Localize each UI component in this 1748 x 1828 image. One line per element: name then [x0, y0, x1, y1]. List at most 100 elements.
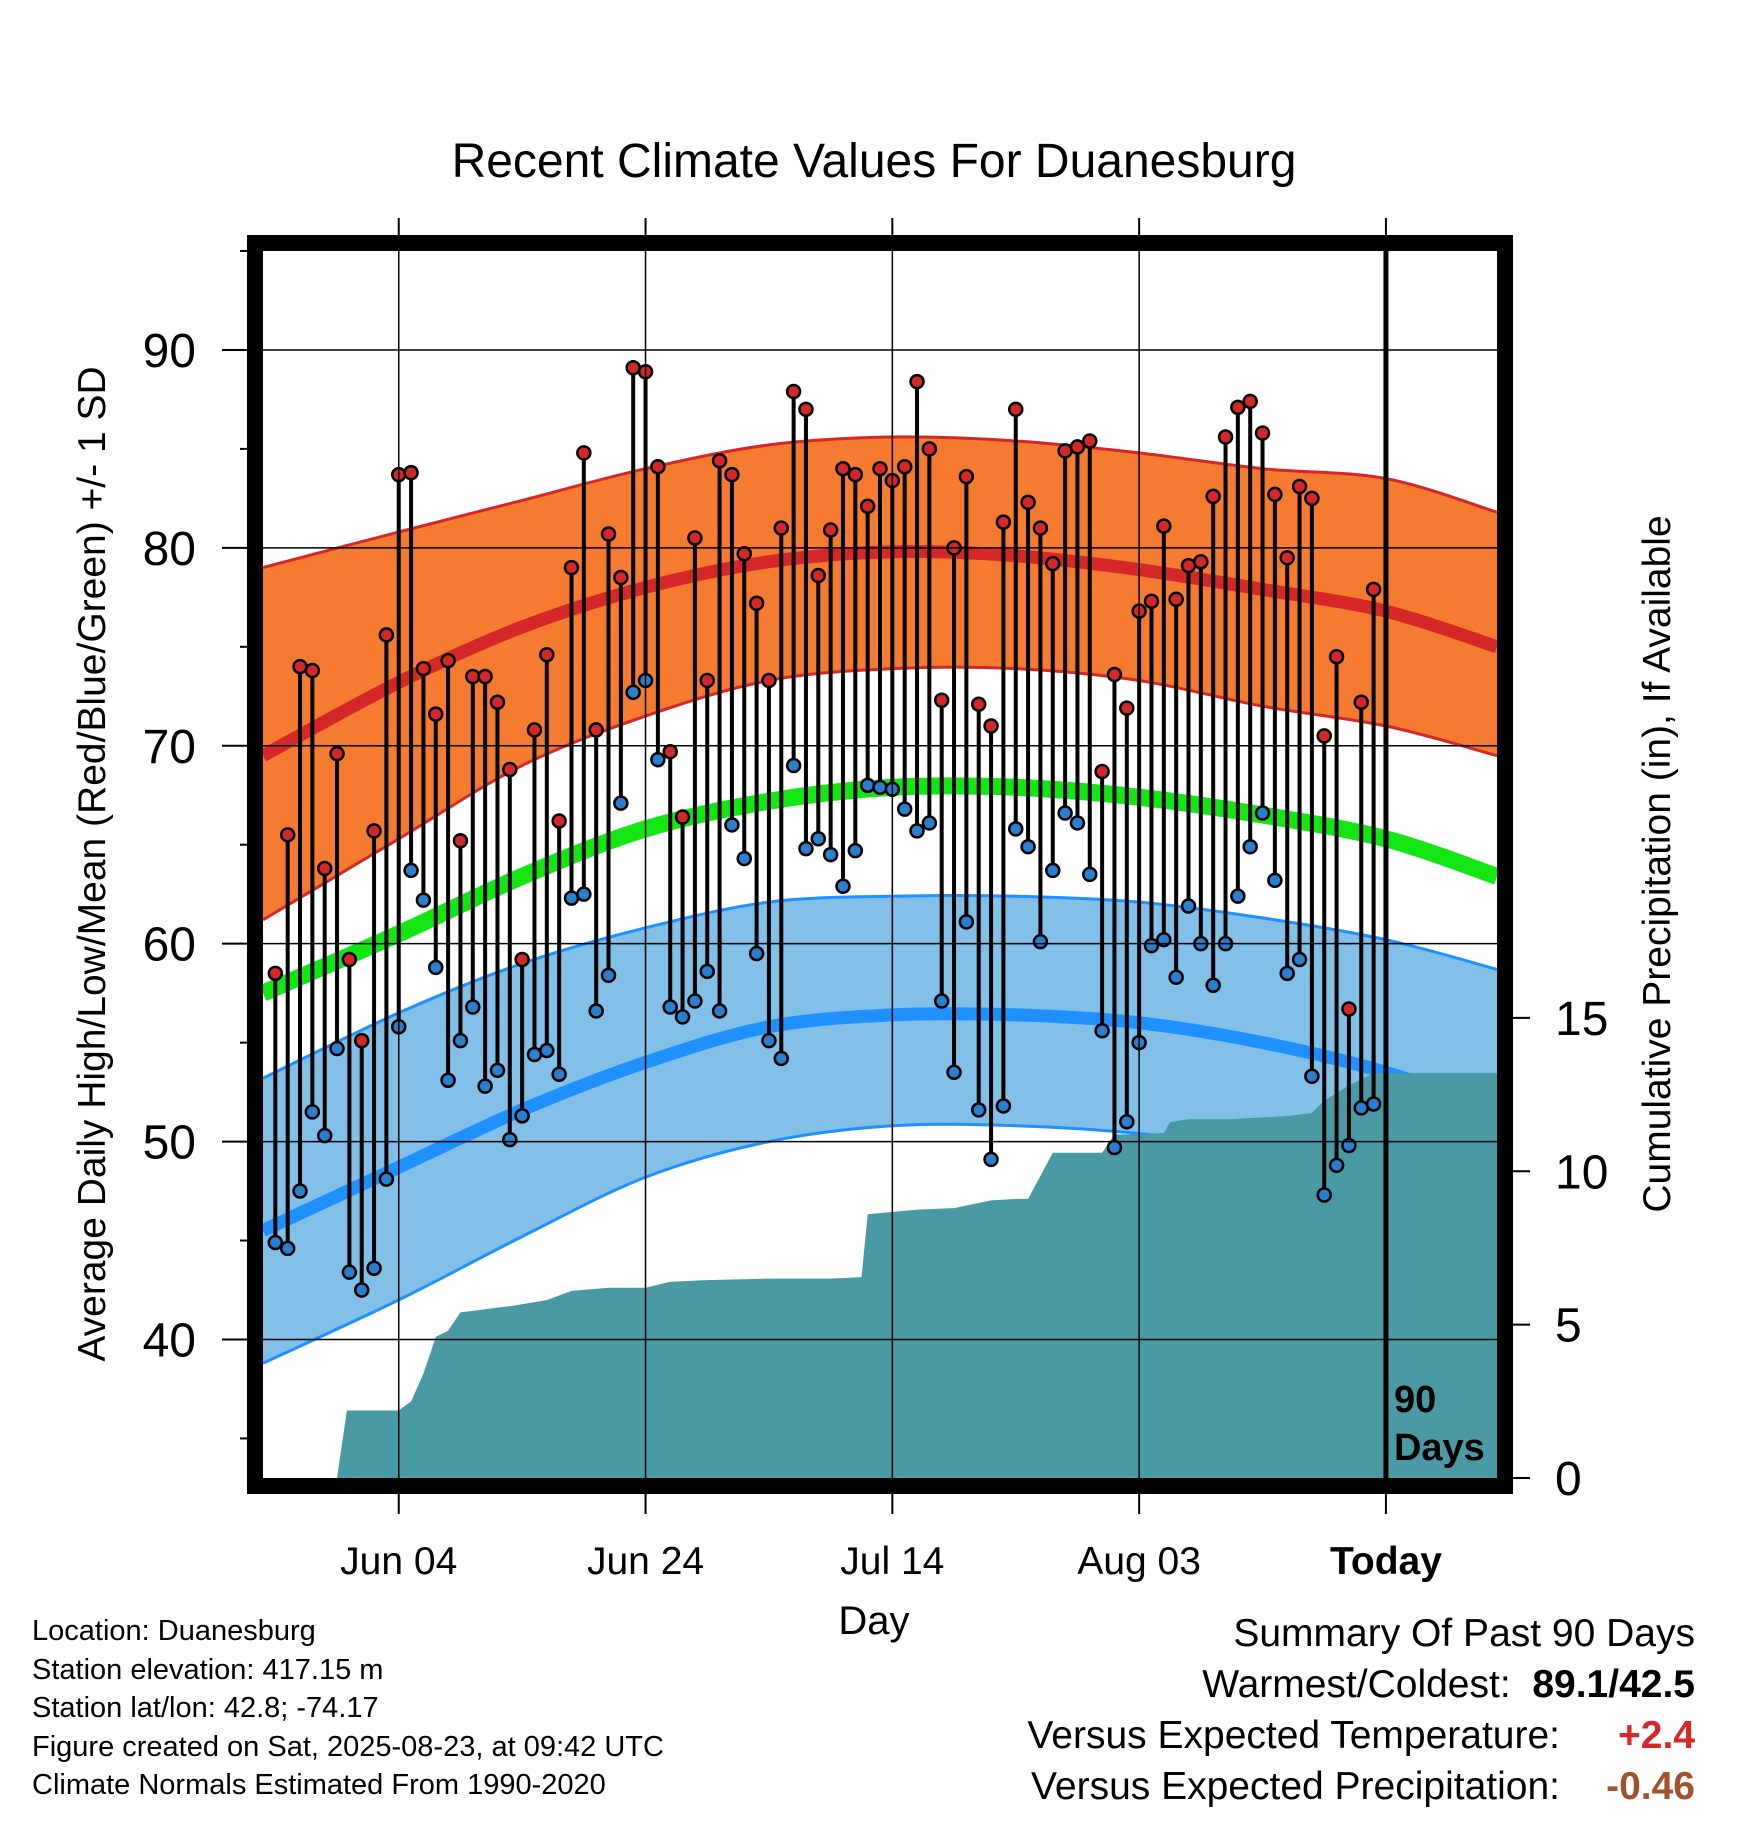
daily-high-point: [415, 660, 432, 677]
daily-high-point: [810, 567, 827, 584]
daily-high-point: [428, 706, 444, 722]
summary-panel: Summary Of Past 90 Days Warmest/Coldest:…: [1027, 1608, 1695, 1812]
location-text: Location: Duanesburg: [32, 1615, 316, 1647]
daily-high-point: [267, 965, 284, 982]
daily-high-point: [465, 668, 481, 685]
daily-high-point: [353, 1032, 370, 1049]
daily-low-point: [810, 831, 827, 847]
daily-high-point: [1032, 520, 1049, 536]
y-tick-label: 80: [143, 523, 196, 576]
summary-warmest-coldest: Warmest/Coldest: 89.1/42.5: [1027, 1659, 1695, 1710]
daily-low-point: [1168, 969, 1184, 986]
daily-low-point: [1106, 1139, 1123, 1156]
chart-title: Recent Climate Values For Duanesburg: [452, 135, 1297, 188]
daily-low-point: [1094, 1022, 1110, 1039]
daily-low-point: [341, 1264, 358, 1280]
daily-high-point: [835, 460, 851, 477]
daily-high-point: [761, 672, 777, 689]
daily-low-point: [859, 777, 876, 794]
daily-low-point: [995, 1098, 1012, 1114]
daily-low-point: [822, 846, 839, 863]
daily-low-point: [477, 1078, 493, 1094]
daily-high-point: [785, 383, 802, 400]
temp-label: Versus Expected Temperature:: [1027, 1714, 1560, 1757]
daily-high-point: [378, 627, 395, 643]
daily-low-point: [551, 1066, 567, 1083]
daily-low-point: [1082, 866, 1098, 883]
daily-high-point: [625, 360, 641, 376]
daily-high-point: [798, 401, 814, 418]
daily-low-point: [958, 914, 975, 930]
daily-low-point: [650, 751, 666, 768]
daily-high-point: [921, 441, 938, 457]
daily-low-point: [1328, 1157, 1345, 1174]
daily-high-point: [1094, 763, 1110, 780]
summary-heading: Summary Of Past 90 Days: [1233, 1612, 1695, 1655]
daily-high-point: [514, 951, 530, 968]
daily-low-point: [736, 850, 753, 867]
daily-high-point: [1316, 728, 1332, 744]
x-tick-label: Jun 24: [587, 1540, 704, 1583]
daily-high-point: [403, 464, 419, 481]
temp-value: +2.4: [1618, 1714, 1695, 1757]
x-tick-label: Jun 04: [340, 1540, 457, 1583]
daily-high-point: [983, 718, 999, 734]
daily-high-point: [440, 652, 456, 669]
daily-low-point: [1020, 838, 1036, 855]
daily-low-point: [526, 1046, 543, 1063]
daily-low-point: [1143, 937, 1160, 954]
warmest-coldest-label: Warmest/Coldest:: [1202, 1663, 1511, 1706]
daily-high-point: [539, 646, 555, 663]
plot-frame: [247, 235, 1513, 1494]
daily-low-point: [1316, 1187, 1332, 1203]
daily-low-point: [970, 1102, 987, 1118]
daily-low-point: [588, 1003, 604, 1019]
daily-high-point: [292, 658, 308, 675]
y2-tick-label: 10: [1555, 1146, 1608, 1199]
daily-low-point: [1353, 1100, 1370, 1116]
daily-low-point: [798, 840, 814, 857]
daily-low-point: [440, 1072, 456, 1088]
daily-low-point: [1230, 888, 1246, 904]
daily-high-point: [1193, 553, 1209, 570]
daily-high-point: [316, 860, 333, 877]
daily-high-point: [711, 453, 728, 469]
daily-low-point: [909, 823, 925, 839]
daily-high-point: [588, 722, 604, 738]
x-tick-label: Jul 14: [840, 1540, 944, 1583]
daily-high-point: [699, 672, 715, 689]
daily-low-point: [847, 842, 864, 859]
low-sd-band: [263, 895, 1497, 1364]
daily-high-point: [736, 546, 753, 562]
daily-high-point: [600, 526, 617, 542]
daily-high-point: [452, 833, 469, 849]
daily-low-point: [1205, 977, 1221, 993]
daily-high-point: [526, 722, 543, 738]
daily-low-point: [316, 1127, 333, 1144]
daily-high-point: [933, 692, 950, 708]
daily-high-point: [576, 445, 592, 461]
daily-high-point: [662, 743, 678, 760]
daily-low-point: [761, 1032, 777, 1049]
summary-temp: Versus Expected Temperature: +2.4: [1027, 1710, 1695, 1761]
daily-high-point: [1045, 555, 1061, 572]
daily-high-point: [477, 668, 493, 685]
daily-low-point: [1242, 838, 1258, 855]
daily-low-point: [329, 1040, 345, 1057]
daily-low-point: [748, 945, 765, 962]
daily-high-point: [489, 694, 506, 710]
daily-low-point: [1180, 898, 1197, 914]
daily-low-point: [279, 1240, 296, 1257]
y-tick-label: 60: [143, 919, 196, 972]
daily-high-point: [279, 827, 296, 843]
daily-low-point: [773, 1050, 790, 1067]
daily-high-point: [1205, 488, 1221, 505]
daily-high-point: [502, 761, 518, 778]
daily-low-point: [378, 1171, 395, 1187]
daily-high-point: [1069, 439, 1086, 455]
cumulative-precip-area: [275, 1073, 1497, 1478]
daily-high-point: [896, 458, 913, 475]
daily-low-point: [353, 1282, 370, 1298]
daily-low-point: [711, 1003, 728, 1019]
